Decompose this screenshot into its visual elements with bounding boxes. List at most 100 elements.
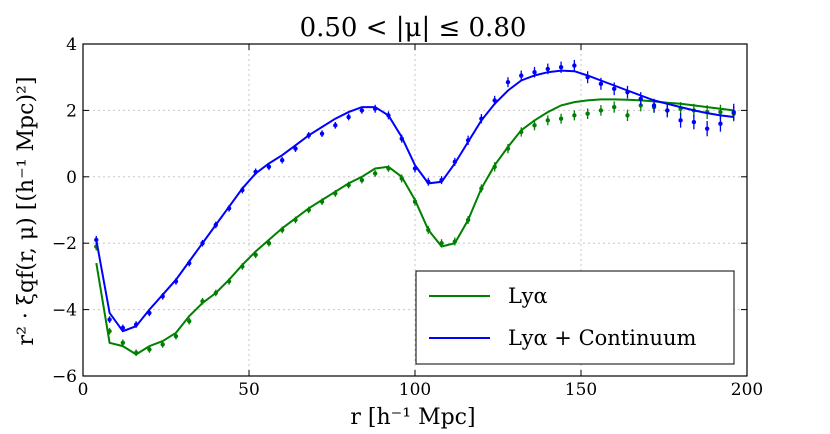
data-point [147, 310, 152, 316]
x-axis-label: r [h⁻¹ Mpc] [350, 405, 475, 430]
data-point [120, 325, 126, 331]
data-point [266, 241, 272, 246]
data-point [372, 106, 378, 111]
data-point [160, 294, 165, 299]
data-point [545, 66, 550, 72]
data-point [226, 279, 232, 284]
x-tick-label: 100 [399, 380, 431, 400]
data-point [187, 319, 192, 324]
data-point [160, 342, 165, 347]
data-point [426, 179, 431, 184]
data-point [465, 217, 471, 223]
data-point [439, 177, 444, 183]
data-point [133, 350, 139, 355]
data-point [452, 239, 458, 244]
y-tick-label: −4 [52, 301, 77, 321]
series-1 [94, 59, 736, 333]
data-point [439, 241, 444, 246]
y-tick-label: 2 [66, 101, 77, 121]
data-point [266, 164, 272, 170]
data-point [532, 70, 537, 75]
data-point [532, 123, 537, 128]
data-point [399, 176, 404, 181]
data-point [240, 264, 245, 269]
data-point [731, 109, 736, 115]
data-point [572, 63, 577, 68]
data-point [718, 109, 723, 115]
data-point [213, 222, 218, 228]
data-point [386, 113, 391, 118]
data-point [612, 104, 617, 110]
data-point [280, 227, 285, 233]
data-point [133, 322, 139, 327]
data-point [452, 159, 458, 165]
data-point [346, 114, 351, 120]
data-point [505, 146, 511, 151]
data-point [704, 126, 710, 131]
chart-title: 0.50 < |μ| ≤ 0.80 [300, 13, 527, 43]
data-point [293, 217, 298, 223]
data-point [372, 171, 378, 176]
y-tick-label: 4 [66, 35, 77, 55]
data-point [386, 166, 391, 171]
plot-frame [82, 43, 748, 377]
data-point [187, 260, 192, 266]
data-point [293, 146, 298, 151]
data-point [94, 237, 99, 243]
data-point [678, 118, 683, 123]
data-point [200, 299, 205, 304]
data-point [492, 98, 497, 103]
data-point [399, 136, 404, 141]
data-point [572, 113, 577, 118]
data-point [519, 129, 524, 135]
data-point [651, 103, 657, 108]
data-point [412, 199, 418, 204]
data-point [213, 290, 218, 296]
data-point [585, 75, 590, 80]
data-point [412, 166, 418, 171]
y-tick-label: −2 [52, 234, 77, 254]
data-point [505, 79, 511, 85]
data-point [638, 96, 643, 101]
data-point [147, 347, 152, 352]
data-point [280, 158, 285, 163]
data-point [718, 121, 723, 126]
data-point [598, 81, 604, 87]
data-point [253, 169, 258, 175]
x-tick-label: 50 [238, 380, 260, 400]
data-point [253, 252, 258, 258]
y-axis-label: r² · ξqf(r, μ) [(h⁻¹ Mpc)²] [14, 77, 39, 346]
data-point [625, 113, 630, 118]
data-point [173, 333, 179, 339]
data-point [479, 186, 484, 191]
data-point [665, 108, 670, 113]
data-point [558, 65, 564, 70]
data-point [333, 123, 338, 128]
data-point [426, 227, 431, 233]
data-point [598, 108, 604, 113]
data-point [479, 116, 484, 121]
y-tick-label: −6 [52, 367, 77, 387]
data-point [545, 118, 550, 123]
data-point [333, 191, 338, 196]
legend-label-0: Lyα [508, 284, 548, 308]
data-point [519, 73, 524, 78]
x-tick-label: 200 [731, 380, 763, 400]
legend: Lyα Lyα + Continuum [415, 270, 735, 365]
data-point [691, 119, 697, 125]
data-point [200, 241, 205, 246]
legend-box [415, 270, 735, 365]
data-point [612, 86, 617, 92]
data-point [306, 133, 311, 138]
series-layer [94, 59, 736, 357]
data-point [585, 111, 590, 116]
data-point [173, 279, 179, 284]
data-point [492, 164, 497, 170]
data-point [319, 131, 325, 136]
data-point [319, 199, 325, 204]
data-point [107, 317, 112, 322]
data-point [226, 206, 232, 211]
data-point [465, 138, 471, 143]
data-point [625, 89, 630, 95]
